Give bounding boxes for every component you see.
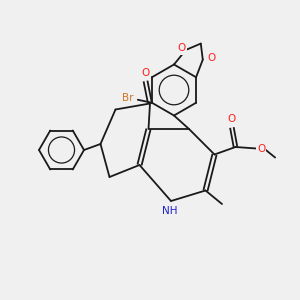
Text: O: O — [177, 44, 185, 53]
Text: NH: NH — [162, 206, 177, 217]
Text: Br: Br — [122, 93, 134, 103]
Text: O: O — [207, 53, 215, 63]
Text: O: O — [257, 143, 265, 154]
Text: O: O — [228, 114, 236, 124]
Text: O: O — [141, 68, 150, 78]
